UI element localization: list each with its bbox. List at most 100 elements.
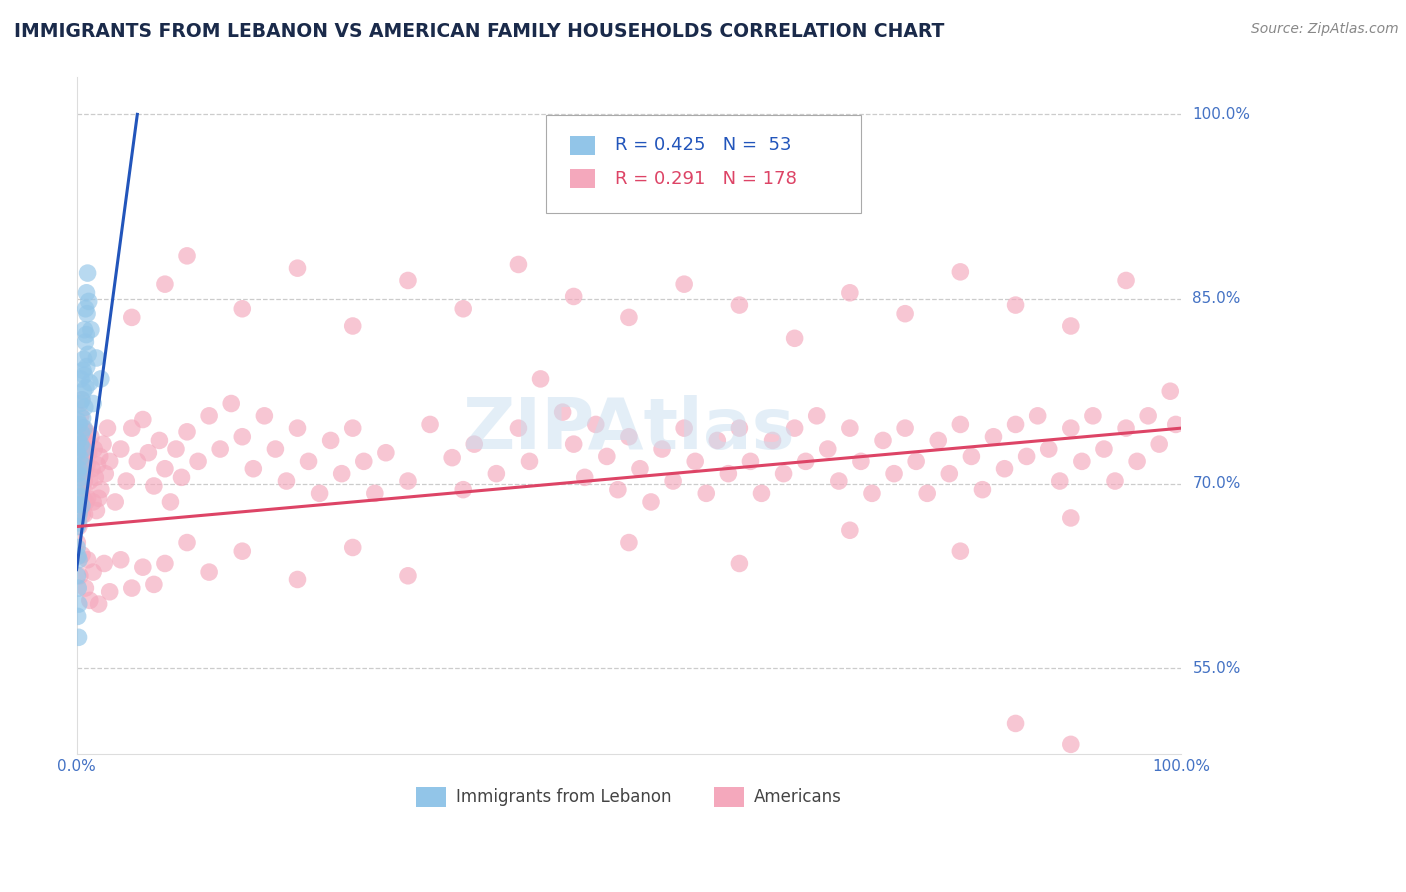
Point: [93, 557, 115, 571]
FancyBboxPatch shape: [571, 136, 595, 154]
Point: [972, 483, 994, 497]
Point: [772, 467, 794, 481]
Text: R = 0.425   N =  53: R = 0.425 N = 53: [614, 136, 792, 154]
Point: [67, 479, 90, 493]
Point: [551, 405, 574, 419]
Point: [617, 535, 640, 549]
Point: [308, 486, 330, 500]
Point: [1137, 409, 1160, 423]
Point: [794, 454, 817, 468]
Point: [927, 434, 949, 448]
Point: [121, 310, 143, 325]
Point: [76, 359, 98, 374]
Point: [75, 334, 97, 349]
Point: [67, 437, 90, 451]
Point: [110, 553, 132, 567]
Point: [905, 454, 928, 468]
Point: [198, 565, 221, 579]
Point: [86, 458, 108, 472]
Point: [838, 523, 860, 537]
Point: [574, 470, 596, 484]
Point: [1060, 318, 1083, 333]
Point: [209, 442, 232, 456]
Point: [176, 249, 198, 263]
Point: [66, 495, 89, 509]
Point: [76, 307, 98, 321]
Point: [342, 318, 364, 333]
Point: [66, 535, 89, 549]
Point: [1081, 409, 1104, 423]
Point: [66, 549, 89, 563]
Point: [67, 581, 90, 595]
Point: [1060, 511, 1083, 525]
Point: [75, 581, 97, 595]
Point: [342, 541, 364, 555]
Point: [364, 486, 387, 500]
Point: [73, 483, 96, 497]
Point: [72, 421, 94, 435]
Point: [69, 409, 91, 423]
Point: [80, 461, 103, 475]
Point: [1115, 421, 1137, 435]
Point: [70, 548, 93, 562]
Point: [76, 458, 98, 472]
Point: [70, 372, 93, 386]
Point: [165, 442, 187, 456]
Point: [70, 392, 93, 407]
Point: [1038, 442, 1060, 456]
Point: [70, 434, 93, 448]
Point: [198, 409, 221, 423]
Point: [73, 474, 96, 488]
Point: [838, 285, 860, 300]
Point: [90, 483, 112, 497]
Point: [73, 401, 96, 415]
Point: [1015, 450, 1038, 464]
Point: [153, 557, 176, 571]
Point: [69, 458, 91, 472]
Point: [287, 573, 309, 587]
FancyBboxPatch shape: [571, 169, 595, 188]
Point: [77, 446, 100, 460]
Point: [66, 446, 89, 460]
Point: [342, 421, 364, 435]
Point: [73, 434, 96, 448]
Point: [1004, 716, 1026, 731]
Text: ZIPAtlas: ZIPAtlas: [463, 395, 796, 464]
Point: [66, 414, 89, 428]
Point: [96, 421, 118, 435]
Point: [219, 396, 242, 410]
Point: [87, 491, 110, 506]
Point: [706, 434, 728, 448]
Point: [66, 486, 89, 500]
Point: [67, 519, 90, 533]
Point: [69, 425, 91, 440]
Point: [70, 425, 93, 440]
Point: [872, 434, 894, 448]
Point: [75, 461, 97, 475]
Point: [75, 495, 97, 509]
Point: [983, 430, 1005, 444]
Point: [640, 495, 662, 509]
Point: [76, 285, 98, 300]
Point: [396, 273, 419, 287]
Point: [87, 597, 110, 611]
Point: [67, 434, 90, 448]
Point: [1092, 442, 1115, 456]
Point: [683, 454, 706, 468]
Point: [72, 384, 94, 399]
Legend: Immigrants from Lebanon, Americans: Immigrants from Lebanon, Americans: [409, 780, 848, 814]
Point: [66, 500, 89, 514]
Point: [485, 467, 508, 481]
Point: [451, 483, 474, 497]
Point: [90, 372, 112, 386]
Point: [751, 486, 773, 500]
Point: [374, 446, 396, 460]
Point: [993, 461, 1015, 475]
Point: [69, 503, 91, 517]
Point: [75, 380, 97, 394]
Point: [783, 331, 806, 345]
Point: [79, 376, 101, 390]
Point: [76, 491, 98, 506]
Point: [69, 569, 91, 583]
Point: [728, 298, 751, 312]
